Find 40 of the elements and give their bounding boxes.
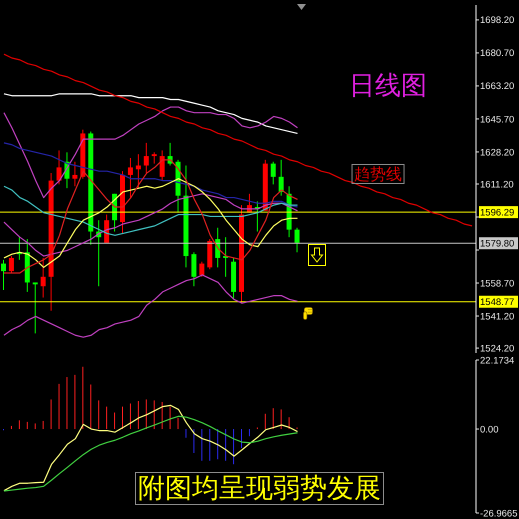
y-tick-label: 1698.20 xyxy=(480,15,514,26)
y-tick-label: 22.1734 xyxy=(480,355,514,366)
ref-line-label: 1579.80 xyxy=(480,238,514,250)
line-series xyxy=(3,142,298,208)
y-tick-label: 1680.70 xyxy=(480,48,514,60)
candlestick xyxy=(8,256,14,274)
y-tick-label: 1628.20 xyxy=(480,147,514,158)
text: 日线图 xyxy=(349,71,427,101)
candlestick xyxy=(144,142,149,174)
line-series xyxy=(3,93,298,134)
y-tick-label: 1645.70 xyxy=(480,114,514,126)
line-series xyxy=(3,106,298,198)
candlestick xyxy=(136,154,141,189)
candlestick xyxy=(294,227,300,253)
candlestick xyxy=(40,257,46,298)
y-tick-label: 1558.70 xyxy=(480,278,514,290)
candlestick xyxy=(56,150,62,185)
y-tick-label: 1611.20 xyxy=(480,179,514,190)
candlestick xyxy=(160,150,165,182)
ref-line-label: 1548.77 xyxy=(480,297,514,308)
y-tick-label: 1663.20 xyxy=(480,81,514,92)
y-tick-label: -26.9665 xyxy=(480,508,518,519)
series-label: 趋势线 xyxy=(354,164,402,184)
line-series xyxy=(3,193,298,257)
y-tick-label: 1541.20 xyxy=(480,311,514,322)
line-series xyxy=(3,178,298,268)
y-tick-label: 1524.20 xyxy=(480,343,514,354)
candlestick xyxy=(32,282,38,334)
line-series xyxy=(3,54,473,226)
annotation: 附图均呈现弱势发展 xyxy=(135,472,384,506)
candlestick xyxy=(199,261,204,278)
candlestick xyxy=(270,161,276,185)
y-tick-label: 0.00 xyxy=(480,424,498,436)
candlestick xyxy=(278,159,284,196)
candlestick xyxy=(1,259,6,290)
candlestick xyxy=(191,252,196,287)
ref-line-label: 1596.29 xyxy=(480,207,514,218)
candlestick xyxy=(72,161,78,187)
candlestick xyxy=(152,152,157,164)
candlestick xyxy=(128,157,133,198)
